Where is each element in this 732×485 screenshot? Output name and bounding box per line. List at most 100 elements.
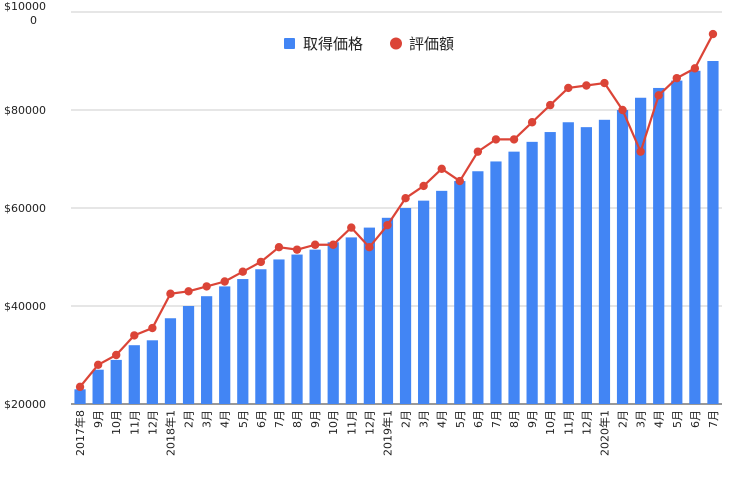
x-tick-label: 2月 [183,410,196,428]
x-tick-label: 5月 [454,410,467,428]
y-tick-label: $40000 [4,300,46,313]
legend-bar-swatch [284,38,295,49]
line-point [184,287,193,296]
line-point [672,73,681,83]
line-point [292,245,302,254]
bar [544,132,556,405]
x-tick-label: 9月 [526,410,539,428]
x-tick-label: 9月 [92,410,105,428]
line-point [365,243,374,252]
x-tick-label: 3月 [635,410,648,428]
y-tick-label: $80000 [4,104,46,117]
bar [291,254,303,404]
x-tick-label: 7月 [707,410,720,428]
line-point [582,81,591,90]
line-point [455,176,464,186]
bar [146,340,158,404]
x-tick-label: 11月 [562,410,575,435]
line-point [708,29,718,39]
bar [707,61,719,404]
line-point [238,267,247,276]
x-tick-label: 2020年1 [597,410,611,456]
bar [327,242,339,404]
line-point [347,223,356,232]
x-tick-label: 11月 [128,410,141,435]
x-tick-label: 4月 [219,410,232,428]
bar [255,269,267,404]
x-tick-label: 2017年8 [73,410,87,456]
line-point [654,91,663,100]
line-point [491,135,501,144]
line-point [383,220,392,230]
line-point [329,240,338,249]
bar [418,200,430,404]
bar [635,97,647,404]
bar [201,296,213,404]
bar [616,110,629,404]
line-point [437,164,446,173]
y-tick-label: $20000 [4,398,46,411]
x-tick-label: 2018年1 [163,410,177,456]
bar [580,127,592,405]
gridlines [71,11,722,405]
line-point [112,350,121,360]
x-tick-label: 5月 [671,410,684,428]
bar [381,217,394,404]
line-point [148,323,157,333]
x-tick-label: 12月 [146,410,159,435]
line-point [600,78,609,88]
x-tick-label: 6月 [472,410,485,428]
bar [671,80,683,404]
x-tick-label: 6月 [689,410,702,428]
bar [562,122,574,404]
x-tick-label: 12月 [363,410,376,435]
line-point [419,181,428,191]
line-point [509,135,519,144]
y-tick-label: $60000 [4,202,46,215]
x-tick-label: 4月 [653,410,666,428]
line-point [75,382,85,392]
bar [399,208,412,404]
bar [128,345,140,404]
line-point [546,100,555,110]
x-tick-label: 12月 [580,410,593,435]
legend-bar-label: 取得価格 [303,35,363,53]
x-tick-label: 8月 [508,410,521,428]
bar [219,286,231,404]
x-tick-label: 8月 [291,410,304,428]
line-point [274,243,284,252]
line-point [166,289,175,298]
bar [164,318,177,404]
line-point [310,240,320,249]
bar [472,171,484,404]
x-tick-label: 7月 [490,410,503,428]
bar [436,190,448,404]
bar [508,151,520,404]
bar [526,141,538,404]
x-tick-label: 2月 [617,410,630,428]
x-axis-ticks: 2017年8 9月 10月 11月 12月 2018年1 2月 3月 4月 5月 6月 7月 8月 9月 1… [73,410,720,456]
x-tick-label: 10月 [327,410,340,435]
line-point [690,64,700,73]
bar [454,181,466,404]
x-tick-label: 2019年1 [380,410,394,456]
line-point [636,147,645,156]
line-point [527,118,537,127]
x-tick-label: 10月 [110,410,123,435]
bar [490,161,502,404]
line-point [618,105,627,115]
bar [345,237,357,404]
x-tick-label: 4月 [436,410,449,428]
x-tick-label: 2月 [400,410,413,428]
x-tick-label: 7月 [273,410,286,428]
bar-series [74,61,719,405]
x-tick-label: 9月 [309,410,322,428]
legend: 取得価格 評価額 [284,35,454,53]
bar [309,249,321,404]
bar [689,70,701,405]
x-tick-label: 3月 [201,410,214,428]
line-point [473,147,483,156]
x-tick-label: 10月 [544,410,557,435]
y-tick-label: $10000 0 [4,0,46,27]
